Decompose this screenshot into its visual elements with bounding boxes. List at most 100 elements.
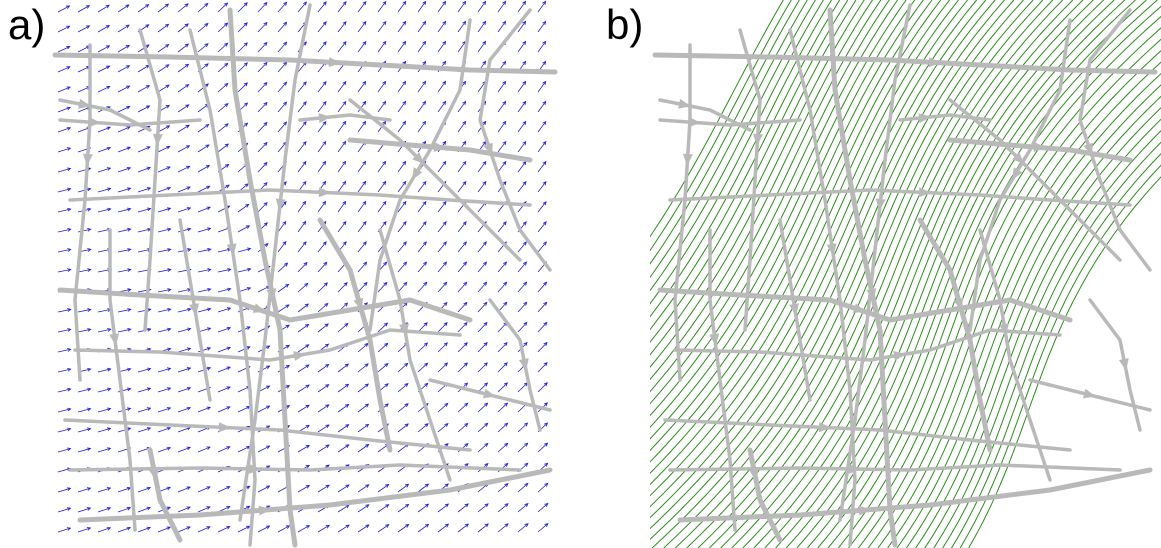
vector-arrow — [537, 322, 548, 333]
vector-arrowhead — [464, 503, 469, 508]
vector-arrowhead — [502, 180, 507, 186]
road-segment — [668, 463, 1122, 472]
vector-arrow — [437, 81, 446, 93]
panel-b-streamlines — [650, 0, 1161, 548]
vector-arrowhead — [384, 342, 389, 347]
road-direction-arrow — [1011, 167, 1023, 181]
vector-arrowhead — [443, 322, 448, 327]
vector-arrow — [477, 181, 487, 193]
vector-arrowhead — [146, 427, 152, 431]
vector-arrowhead — [226, 366, 231, 371]
vector-arrowhead — [382, 221, 387, 226]
vector-arrowhead — [86, 487, 92, 491]
vector-arrowhead — [147, 308, 152, 312]
vector-arrow — [97, 507, 111, 513]
vector-arrowhead — [226, 386, 231, 390]
vector-arrow — [457, 423, 469, 433]
vector-arrow — [417, 221, 427, 233]
vector-arrow — [517, 41, 526, 53]
vector-arrowhead — [422, 221, 427, 226]
vector-arrow — [297, 404, 310, 413]
vector-arrowhead — [322, 120, 327, 126]
vector-arrow — [57, 428, 71, 433]
vector-arrowhead — [342, 241, 347, 246]
vector-arrow — [477, 503, 489, 513]
vector-arrow — [537, 121, 547, 133]
vector-arrow — [477, 382, 488, 393]
vector-arrowhead — [464, 442, 469, 447]
vector-arrow — [437, 523, 449, 533]
vector-arrow — [357, 21, 367, 33]
vector-arrowhead — [543, 341, 548, 347]
vector-arrowhead — [522, 140, 527, 146]
road-segment — [378, 228, 452, 482]
road-network — [652, 3, 1158, 548]
vector-arrowhead — [362, 120, 367, 125]
vector-arrow — [517, 281, 527, 293]
vector-arrowhead — [305, 485, 311, 489]
vector-arrow — [337, 41, 347, 53]
vector-arrow — [57, 527, 71, 533]
vector-arrow — [437, 362, 448, 373]
vector-arrowhead — [364, 342, 369, 347]
vector-arrow — [497, 161, 507, 173]
vector-arrow — [437, 1, 446, 13]
streamline — [877, 61, 1161, 548]
vector-arrowhead — [325, 444, 330, 449]
vector-arrow — [57, 328, 71, 333]
vector-arrowhead — [87, 268, 92, 272]
streamline — [650, 0, 899, 417]
vector-arrowhead — [322, 200, 327, 205]
vector-arrow — [377, 181, 386, 193]
vector-arrow — [137, 4, 149, 13]
vector-arrow — [197, 185, 210, 193]
vector-arrow — [137, 228, 151, 233]
vector-arrow — [477, 423, 488, 433]
vector-arrowhead — [542, 221, 547, 226]
vector-arrow — [377, 1, 387, 13]
vector-arrow — [377, 504, 389, 513]
vector-arrow — [457, 282, 467, 293]
vector-arrow — [297, 121, 307, 133]
vector-arrowhead — [105, 45, 111, 49]
vector-arrowhead — [443, 301, 448, 306]
vector-arrowhead — [342, 80, 347, 86]
vector-arrowhead — [106, 507, 112, 511]
vector-arrowhead — [543, 422, 549, 427]
vector-arrow — [197, 206, 211, 213]
vector-arrow — [457, 21, 466, 33]
vector-arrowhead — [462, 160, 467, 166]
vector-arrowhead — [424, 523, 430, 528]
vector-arrow — [357, 41, 367, 53]
vector-arrowhead — [204, 43, 209, 48]
vector-arrow — [377, 282, 388, 293]
vector-arrow — [217, 446, 231, 453]
vector-arrowhead — [226, 346, 232, 351]
vector-arrow — [157, 166, 171, 173]
vector-arrow — [537, 81, 546, 93]
vector-arrow — [217, 327, 231, 333]
road-direction-arrow — [328, 57, 341, 68]
vector-arrow — [277, 141, 287, 153]
vector-arrow — [117, 427, 131, 433]
vector-arrowhead — [207, 268, 212, 272]
vector-arrowhead — [205, 144, 210, 149]
streamline — [650, 0, 816, 292]
vector-arrow — [77, 66, 90, 73]
vector-arrow — [97, 45, 110, 53]
vector-arrow — [537, 241, 547, 253]
vector-arrowhead — [402, 100, 407, 105]
vector-arrow — [137, 167, 151, 173]
road-direction-arrow — [152, 133, 163, 146]
vector-arrowhead — [382, 0, 387, 6]
vector-arrow — [77, 428, 91, 433]
vector-arrowhead — [187, 227, 192, 232]
vector-arrow — [217, 288, 231, 293]
vector-arrowhead — [424, 423, 429, 428]
vector-arrowhead — [127, 387, 132, 392]
vector-arrow — [177, 23, 189, 33]
road-segment — [898, 113, 992, 122]
vector-arrow — [197, 347, 211, 353]
vector-arrow — [377, 21, 387, 33]
vector-arrowhead — [263, 141, 268, 147]
